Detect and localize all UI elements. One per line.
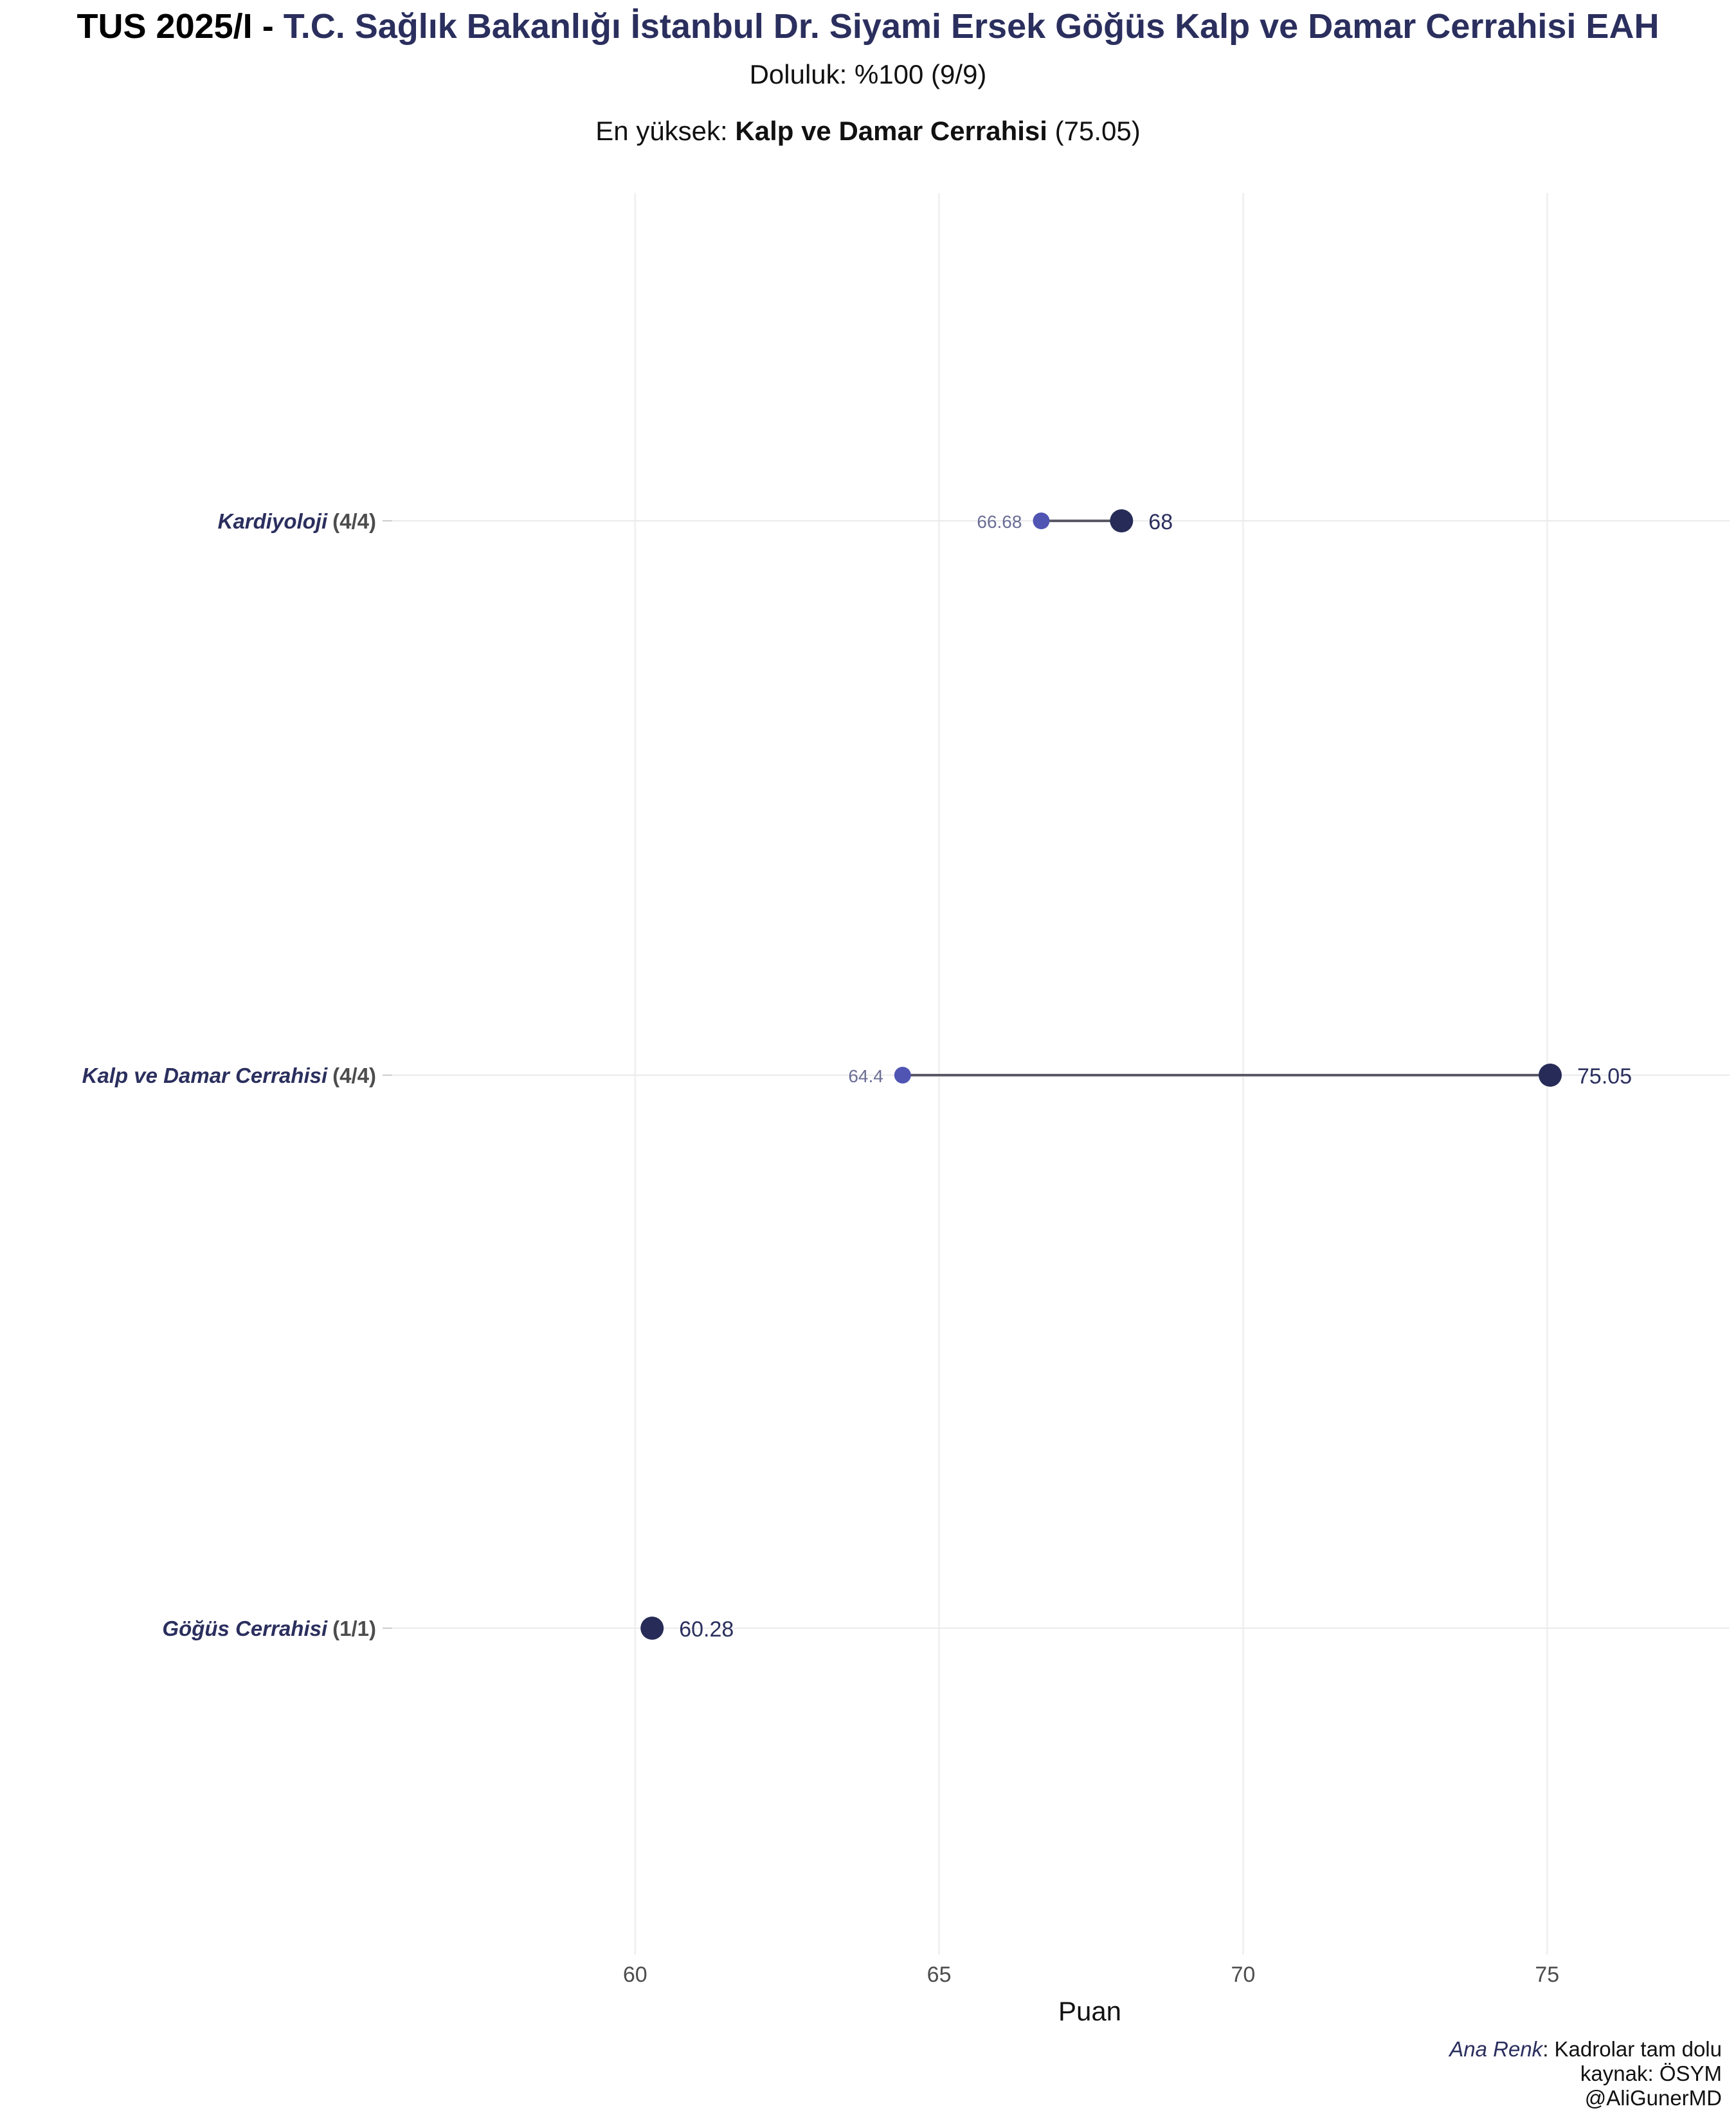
max-point — [1110, 509, 1134, 532]
category-name: Kardiyoloji — [218, 509, 328, 533]
caption-note: Ana Renk: Kadrolar tam dolu — [1449, 2037, 1722, 2062]
caption-note-label: Ana Renk — [1449, 2037, 1543, 2061]
x-tick-label: 75 — [1535, 1963, 1559, 1987]
subtitle-highest-prefix: En yüksek: — [595, 116, 736, 146]
max-point — [640, 1617, 664, 1640]
category-count: (1/1) — [332, 1617, 376, 1640]
max-value-label: 68 — [1148, 510, 1173, 534]
subtitle-highest: En yüksek: Kalp ve Damar Cerrahisi (75.0… — [0, 116, 1736, 147]
x-tick-label: 60 — [623, 1963, 647, 1987]
max-value-label: 60.28 — [679, 1617, 734, 1642]
chart-title: TUS 2025/I - T.C. Sağlık Bakanlığı İstan… — [0, 6, 1736, 46]
chart-caption: Ana Renk: Kadrolar tam dolu kaynak: ÖSYM… — [1449, 2037, 1722, 2110]
min-value-label: 66.68 — [977, 512, 1022, 532]
min-point — [1033, 512, 1050, 529]
min-point — [894, 1067, 911, 1084]
category-label: Kalp ve Damar Cerrahisi (4/4) — [82, 1064, 376, 1087]
caption-note-text: : Kadrolar tam dolu — [1542, 2037, 1722, 2061]
category-name: Kalp ve Damar Cerrahisi — [82, 1064, 328, 1087]
subtitle-highest-name: Kalp ve Damar Cerrahisi — [735, 116, 1047, 146]
subtitle-occupancy: Doluluk: %100 (9/9) — [749, 59, 987, 89]
x-tick-label: 70 — [1231, 1963, 1256, 1987]
caption-source: kaynak: ÖSYM — [1580, 2062, 1722, 2085]
title-institution: T.C. Sağlık Bakanlığı İstanbul Dr. Siyam… — [283, 7, 1659, 46]
category-label: Göğüs Cerrahisi (1/1) — [162, 1617, 376, 1640]
category-count: (4/4) — [332, 1064, 376, 1087]
subtitle-highest-score: (75.05) — [1047, 116, 1141, 146]
title-prefix: TUS 2025/I - — [77, 7, 284, 46]
category-name: Göğüs Cerrahisi — [162, 1617, 328, 1640]
max-value-label: 75.05 — [1577, 1064, 1632, 1089]
x-axis-title: Puan — [1058, 1996, 1121, 2026]
category-count: (4/4) — [332, 509, 376, 533]
min-value-label: 64.4 — [848, 1066, 883, 1086]
max-point — [1539, 1064, 1562, 1087]
caption-handle: @AliGunerMD — [1584, 2086, 1722, 2110]
category-label: Kardiyoloji (4/4) — [218, 509, 376, 533]
x-tick-label: 65 — [927, 1963, 952, 1987]
